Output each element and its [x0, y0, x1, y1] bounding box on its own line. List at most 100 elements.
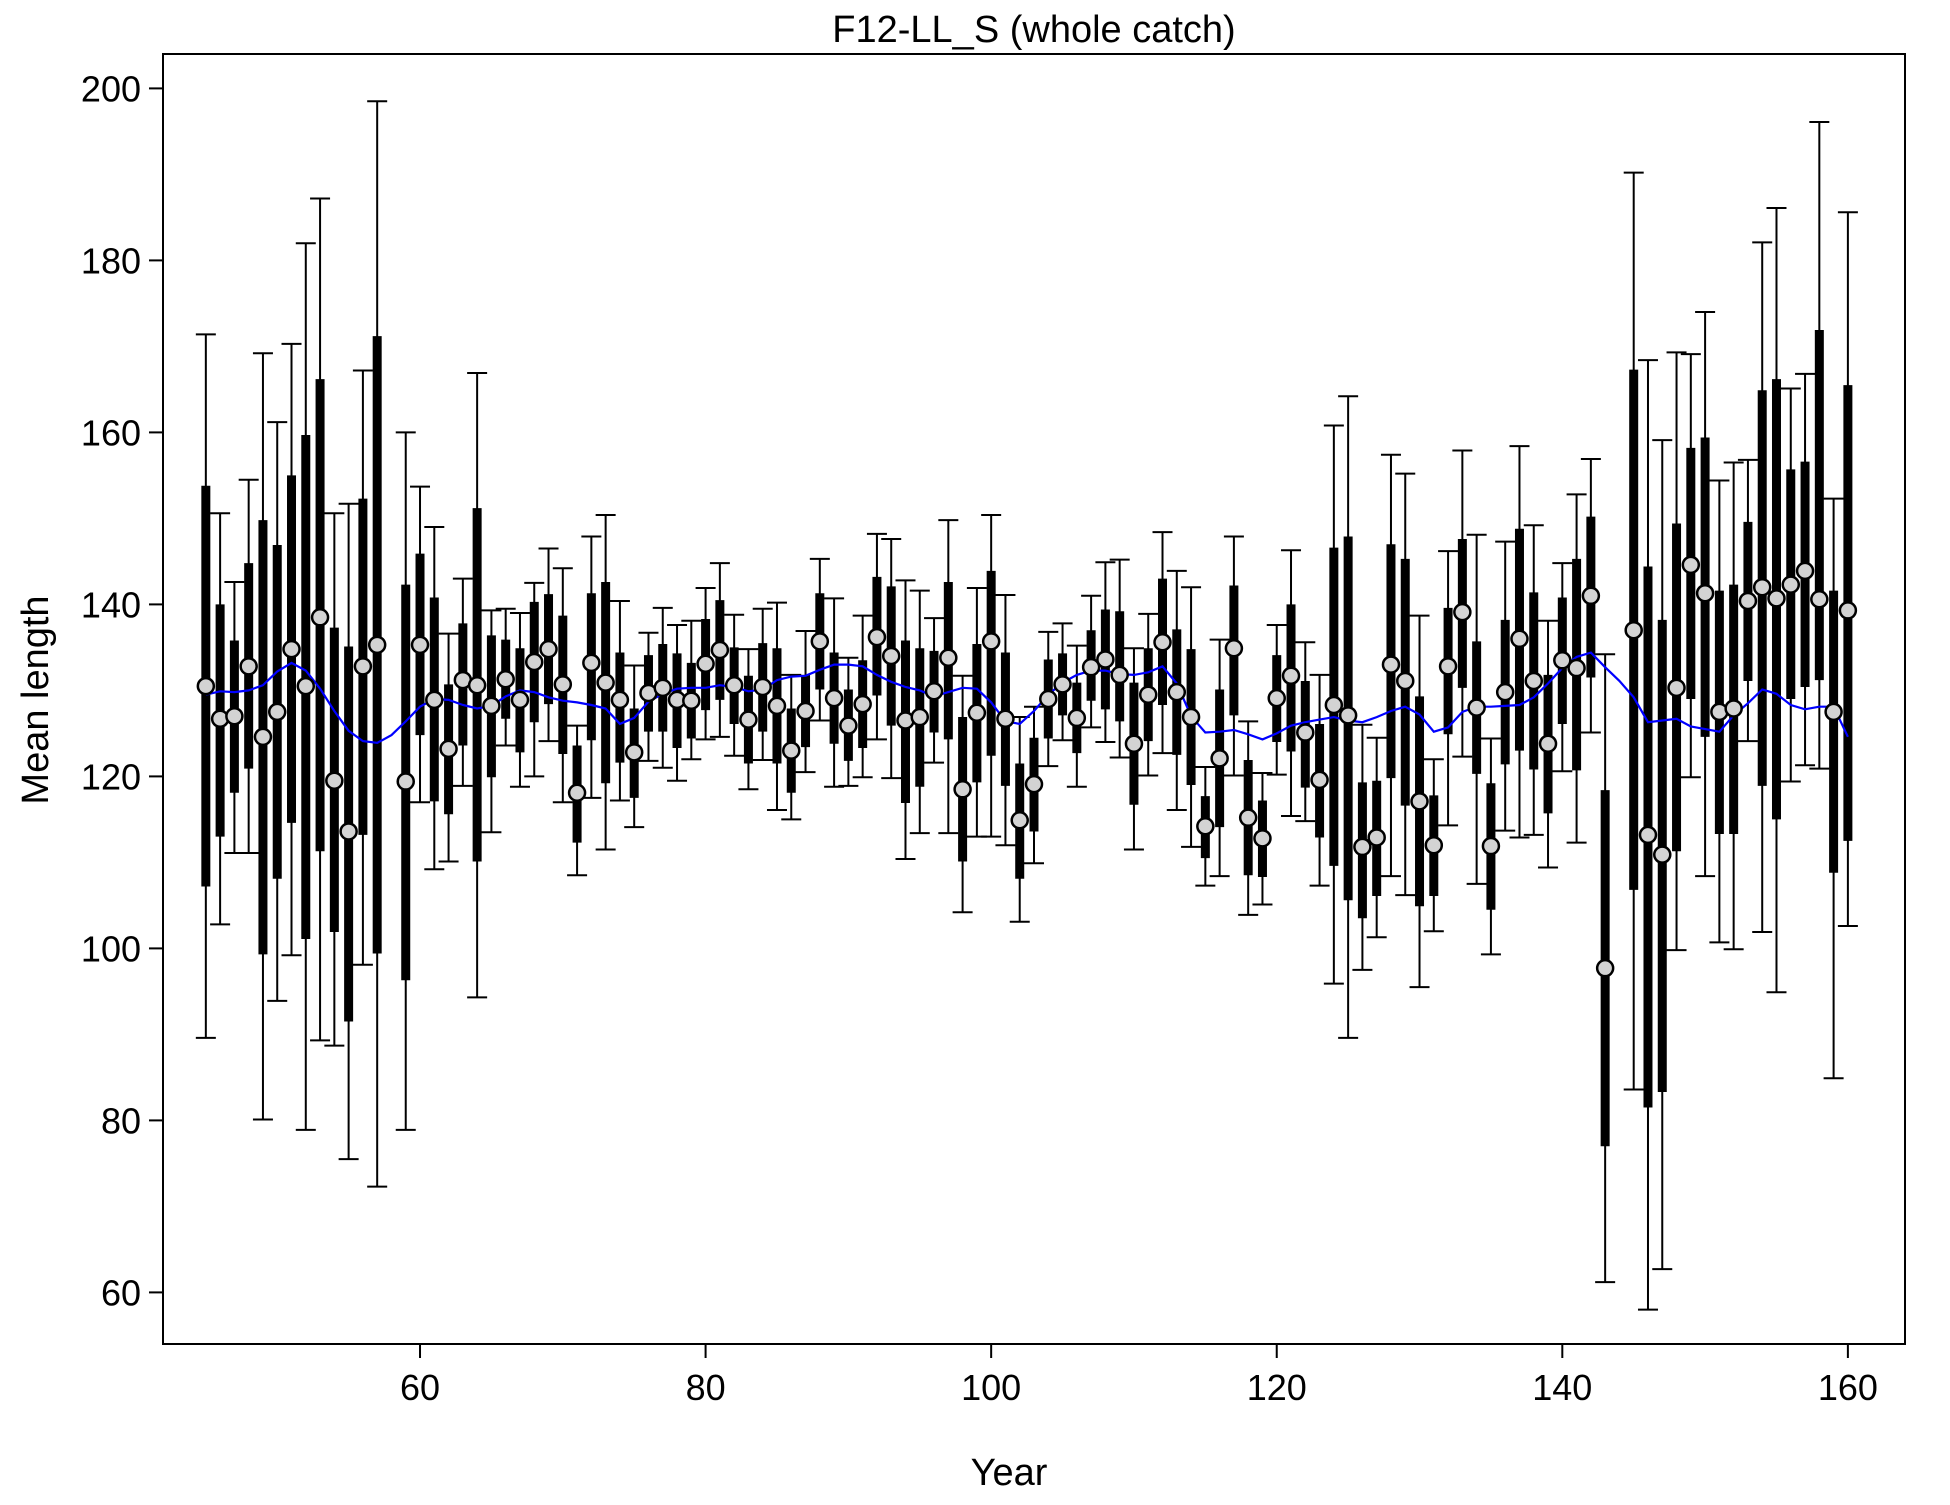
data-point: [1453, 602, 1472, 622]
data-point: [253, 727, 273, 747]
data-point: [267, 702, 287, 722]
y-tick-label: 60: [101, 1272, 141, 1313]
data-point: [1624, 620, 1643, 640]
data-point: [1138, 685, 1158, 704]
data-point: [1752, 577, 1772, 597]
data-point: [810, 632, 830, 651]
data-point: [425, 690, 444, 710]
data-point: [1395, 671, 1415, 691]
data-point: [296, 676, 316, 696]
data-point: [1067, 708, 1087, 728]
data-point: [396, 772, 415, 791]
data-point: [596, 673, 615, 692]
data-point: [367, 635, 387, 655]
data-point: [996, 709, 1015, 729]
data-point: [1110, 665, 1129, 685]
data-point: [496, 669, 515, 689]
data-point: [610, 690, 630, 710]
x-tick-label: 160: [1818, 1367, 1878, 1408]
data-point: [539, 639, 558, 659]
data-point: [981, 632, 1001, 651]
data-point: [1253, 829, 1272, 848]
data-point: [1238, 808, 1258, 827]
data-point: [1267, 688, 1286, 708]
data-point: [1595, 958, 1615, 978]
data-point: [482, 696, 501, 716]
data-point: [767, 696, 787, 716]
data-point: [1324, 695, 1344, 715]
data-point: [910, 707, 930, 727]
data-point: [510, 690, 530, 710]
data-point: [839, 716, 858, 735]
data-point: [796, 701, 815, 721]
data-point: [1096, 650, 1115, 669]
data-point: [239, 657, 258, 676]
data-point: [1695, 583, 1715, 603]
y-tick-label: 120: [81, 756, 141, 797]
data-point: [753, 677, 772, 697]
data-point: [1353, 837, 1372, 857]
data-point: [653, 678, 673, 698]
data-point: [696, 654, 715, 673]
data-points: [196, 555, 1858, 978]
data-point: [710, 640, 730, 660]
data-point: [1081, 657, 1101, 677]
data-point: [1481, 836, 1501, 856]
data-point: [1010, 811, 1029, 830]
plot-frame: [162, 53, 1906, 1345]
x-tick-label: 140: [1532, 1367, 1592, 1408]
data-point: [939, 648, 958, 667]
data-point: [1810, 589, 1829, 609]
data-point: [1767, 589, 1786, 608]
x-tick-label: 60: [400, 1367, 440, 1408]
data-point: [467, 675, 487, 695]
data-point: [1824, 702, 1843, 722]
x-tick-label: 100: [961, 1367, 1021, 1408]
data-point: [1024, 774, 1044, 794]
data-point: [1381, 655, 1401, 674]
data-point: [624, 743, 644, 762]
data-point: [1210, 749, 1229, 768]
data-point: [1367, 828, 1386, 847]
data-point: [325, 771, 344, 790]
data-point: [867, 627, 887, 647]
x-axis: 60 80 100 120 140 160: [400, 1344, 1878, 1408]
data-point: [1553, 651, 1572, 670]
data-point: [881, 646, 901, 666]
data-point: [1581, 586, 1601, 606]
data-point: [724, 675, 744, 695]
data-point: [1795, 561, 1815, 581]
data-point: [1053, 675, 1072, 694]
data-point: [1653, 845, 1672, 864]
data-point: [1124, 734, 1144, 753]
data-point: [1467, 698, 1486, 717]
y-tick-label: 180: [81, 240, 141, 281]
data-point: [1181, 707, 1201, 727]
data-point: [225, 706, 244, 726]
x-tick-label: 120: [1247, 1367, 1307, 1408]
data-point: [282, 639, 301, 659]
x-tick-label: 80: [686, 1367, 726, 1408]
data-point: [439, 739, 458, 759]
data-point: [1410, 792, 1429, 811]
data-point: [953, 780, 972, 799]
x-axis-label: Year: [971, 1452, 1048, 1494]
data-point: [853, 694, 872, 714]
data-point: [1724, 699, 1743, 718]
data-point: [1510, 629, 1529, 649]
y-tick-label: 160: [81, 412, 141, 453]
y-tick-label: 140: [81, 584, 141, 625]
inner-interval-bars: [201, 330, 1853, 1147]
data-point: [1424, 835, 1444, 855]
smoother-line-group: [205, 651, 1849, 745]
data-point: [824, 688, 844, 708]
data-point: [1281, 666, 1301, 686]
chart-title: F12-LL_S (whole catch): [832, 9, 1235, 51]
data-point: [739, 710, 758, 729]
data-point: [1495, 682, 1515, 702]
data-point: [1438, 657, 1458, 676]
data-point: [1296, 723, 1315, 742]
data-point: [1538, 734, 1558, 753]
